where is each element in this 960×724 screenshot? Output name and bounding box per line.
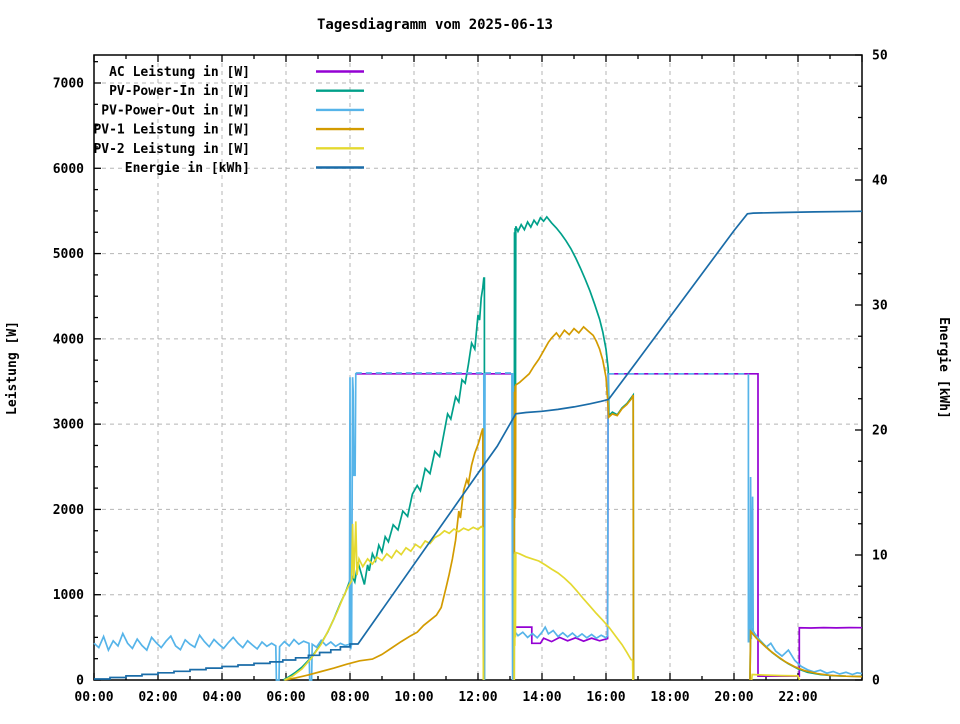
y-right-tick-label: 20 [872, 424, 888, 439]
legend-label: Energie in [kWh] [125, 161, 250, 176]
y-left-tick-label: 3000 [53, 418, 84, 433]
y-right-tick-label: 50 [872, 49, 888, 64]
legend-label: PV-2 Leistung in [W] [93, 142, 250, 157]
series-pv-power-out-in-w- [511, 372, 610, 681]
y-left-tick-label: 0 [76, 674, 84, 689]
y-left-tick-label: 1000 [53, 588, 84, 603]
x-tick-label: 18:00 [650, 690, 689, 705]
legend-label: PV-1 Leistung in [W] [93, 123, 250, 138]
y-left-tick-label: 4000 [53, 332, 84, 347]
legend-label: AC Leistung in [W] [109, 65, 250, 80]
series-pv-2-leistung-in-w- [513, 551, 634, 681]
series-pv-power-in-in-w- [513, 215, 635, 681]
x-tick-label: 22:00 [778, 690, 817, 705]
x-tick-label: 00:00 [74, 690, 113, 705]
x-tick-label: 14:00 [522, 690, 561, 705]
series-pv-2-leistung-in-w- [284, 521, 485, 681]
x-tick-label: 10:00 [394, 690, 433, 705]
y-left-axis-title: Leistung [W] [5, 321, 20, 415]
y-left-tick-label: 5000 [53, 247, 84, 262]
x-tick-label: 04:00 [202, 690, 241, 705]
x-tick-label: 16:00 [586, 690, 625, 705]
x-tick-label: 20:00 [714, 690, 753, 705]
y-right-tick-label: 30 [872, 299, 888, 314]
x-tick-label: 06:00 [266, 690, 305, 705]
series-pv-power-out-in-w- [482, 372, 486, 681]
series-pv-1-leistung-in-w- [749, 629, 863, 681]
y-left-tick-label: 6000 [53, 162, 84, 177]
y-left-tick-label: 2000 [53, 503, 84, 518]
series-ac-leistung-in-w- [355, 372, 863, 678]
y-right-tick-label: 10 [872, 549, 888, 564]
series-pv-power-out-in-w- [747, 373, 863, 676]
legend-label: PV-Power-In in [W] [109, 84, 250, 99]
x-tick-label: 02:00 [138, 690, 177, 705]
y-right-tick-label: 40 [872, 174, 888, 189]
x-tick-label: 08:00 [330, 690, 369, 705]
legend-label: PV-Power-Out in [W] [101, 103, 250, 118]
series-energie-in-kwh- [94, 210, 863, 680]
chart-title: Tagesdiagramm vom 2025-06-13 [317, 17, 553, 33]
y-right-axis-title: Energie [kWh] [936, 317, 951, 419]
series-pv-2-leistung-in-w- [750, 673, 801, 681]
y-left-tick-label: 7000 [53, 77, 84, 92]
series-pv-1-leistung-in-w- [284, 428, 485, 681]
series-pv-1-leistung-in-w- [513, 325, 635, 681]
y-right-tick-label: 0 [872, 674, 880, 689]
series-pv-power-out-in-w- [93, 372, 357, 681]
x-tick-label: 12:00 [458, 690, 497, 705]
